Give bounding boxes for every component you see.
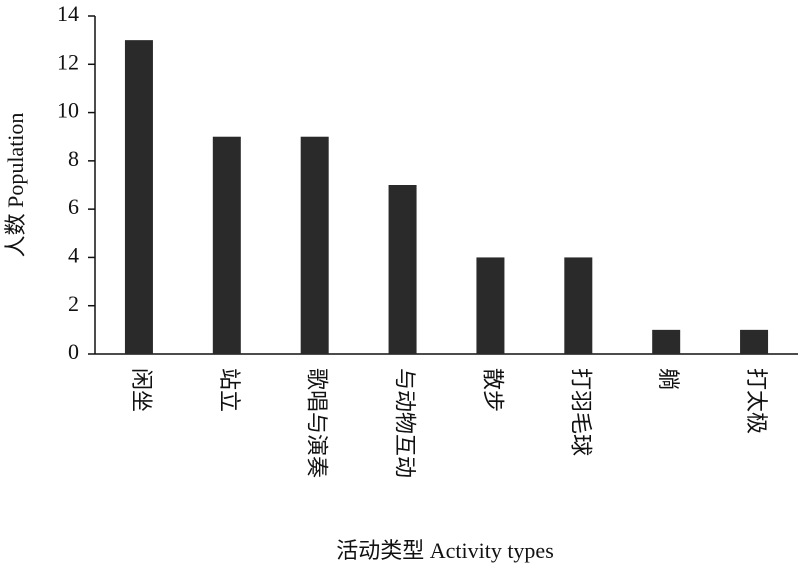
y-tick-label: 14 (57, 1, 79, 26)
bar (476, 257, 505, 354)
y-tick-label: 4 (68, 242, 79, 267)
x-tick-label: 站立 (217, 368, 242, 412)
y-tick-label: 6 (68, 194, 79, 219)
x-tick-label: 与动物互动 (393, 368, 418, 478)
x-tick-label: 散步 (480, 368, 505, 412)
x-tick-label: 躺 (656, 368, 681, 390)
y-axis-label: 人数 Population (3, 113, 28, 258)
y-tick-label: 2 (68, 291, 79, 316)
bar (564, 257, 593, 354)
y-tick-label: 10 (57, 98, 79, 123)
y-tick-label: 8 (68, 146, 79, 171)
x-axis-label: 活动类型 Activity types (336, 538, 554, 563)
x-tick-label: 歌唱与演奏 (305, 368, 330, 478)
bar (388, 185, 417, 354)
bar (300, 136, 329, 354)
x-tick-label: 闲坐 (129, 368, 154, 412)
bar (124, 40, 153, 355)
bar (652, 329, 681, 354)
bar (740, 329, 769, 354)
x-tick-label: 打羽毛球 (568, 368, 593, 456)
x-tick-label: 打太极 (744, 368, 769, 434)
y-tick-label: 12 (57, 49, 79, 74)
bar (212, 136, 241, 354)
y-tick-label: 0 (68, 339, 79, 364)
